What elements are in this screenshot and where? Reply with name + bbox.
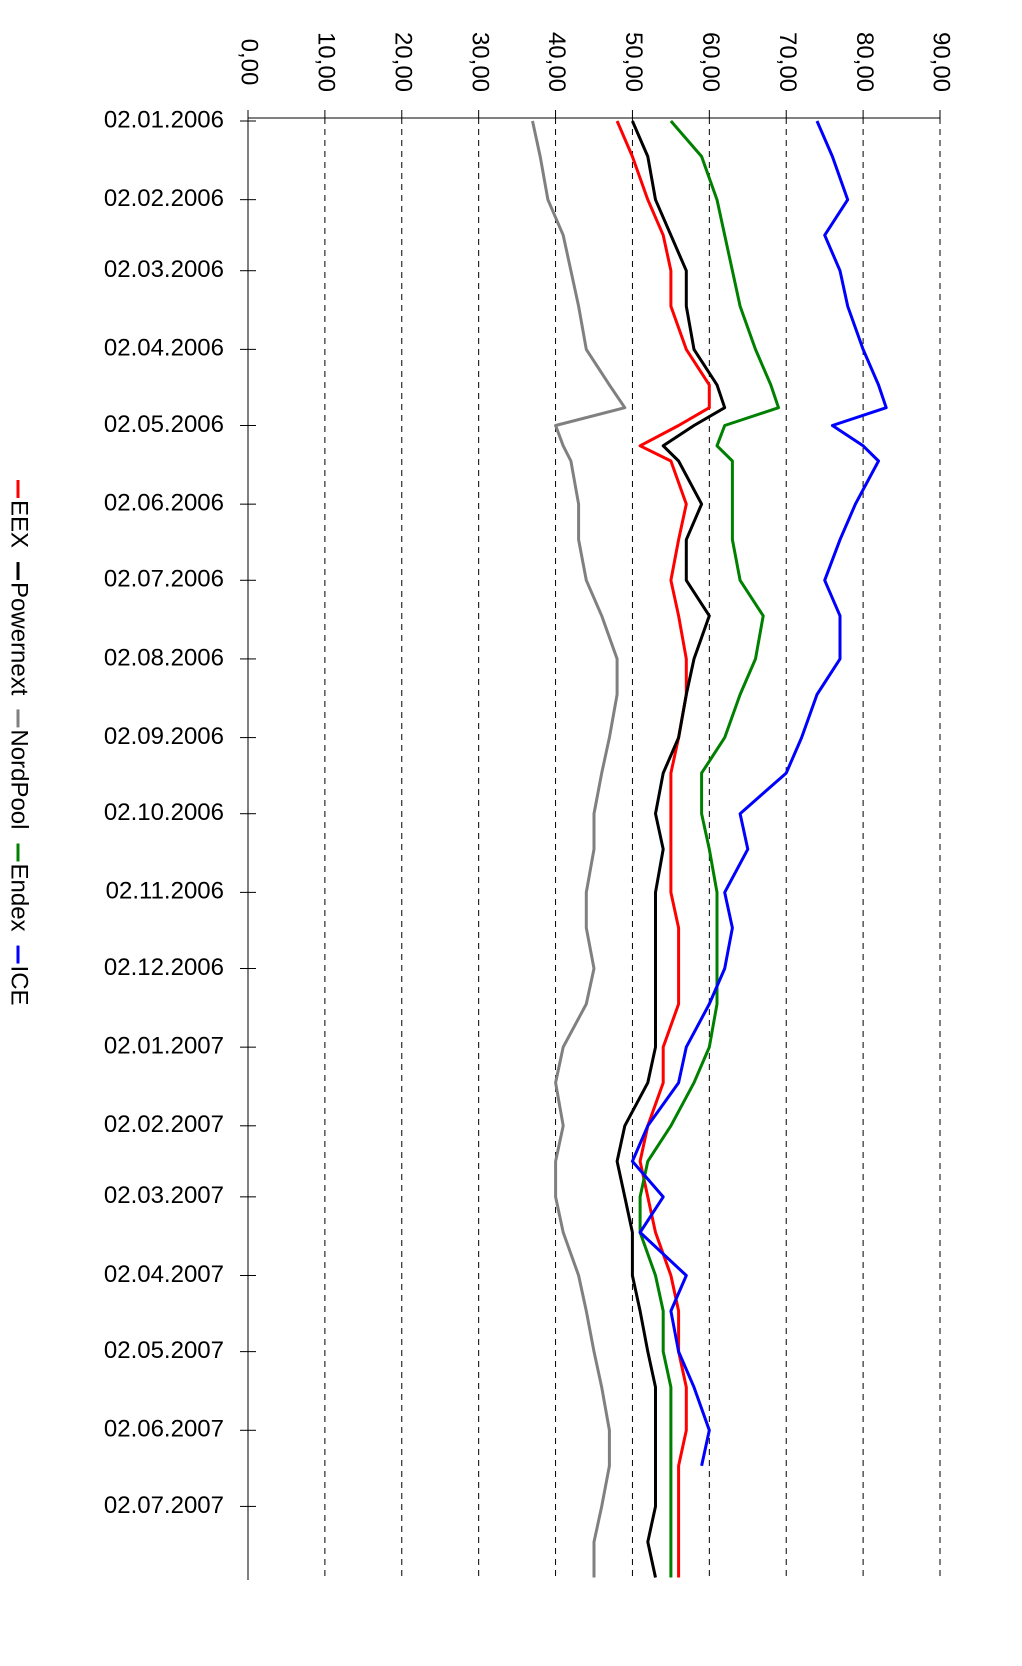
x-tick-label: 02.05.2007 — [104, 1337, 224, 1364]
legend-label: Powernext — [6, 582, 33, 696]
x-tick-label: 02.04.2007 — [104, 1261, 224, 1288]
x-tick-label: 02.05.2006 — [104, 411, 224, 438]
x-tick-label: 02.03.2006 — [104, 256, 224, 283]
y-tick-label: 0,00 — [236, 39, 263, 86]
y-tick-label: 50,00 — [620, 32, 647, 92]
series-line — [615, 120, 727, 1578]
x-tick-label: 02.11.2006 — [106, 878, 224, 905]
legend-label: NordPool — [6, 729, 33, 829]
y-tick-label: 60,00 — [697, 32, 724, 92]
legend-label: Endex — [6, 863, 33, 931]
y-tick-label: 90,00 — [928, 32, 955, 92]
y-tick-label: 20,00 — [389, 32, 416, 92]
legend-label: ICE — [6, 966, 33, 1006]
x-tick-label: 02.01.2006 — [104, 106, 224, 133]
x-tick-label: 02.10.2006 — [104, 799, 224, 826]
y-tick-label: 80,00 — [851, 32, 878, 92]
x-tick-label: 02.09.2006 — [104, 723, 224, 750]
series-line — [531, 120, 627, 1578]
x-tick-label: 02.02.2006 — [104, 185, 224, 212]
y-tick-label: 40,00 — [543, 32, 570, 92]
legend-label: EEX — [6, 500, 33, 548]
x-tick-label: 02.01.2007 — [104, 1032, 224, 1059]
x-tick-label: 02.02.2007 — [104, 1111, 224, 1138]
x-tick-label: 02.07.2007 — [104, 1492, 224, 1519]
x-tick-label: 02.12.2006 — [104, 954, 224, 981]
series-line — [615, 120, 711, 1578]
x-tick-label: 02.07.2006 — [104, 566, 224, 593]
y-tick-label: 70,00 — [774, 32, 801, 92]
x-tick-label: 02.08.2006 — [104, 644, 224, 671]
x-tick-label: 02.06.2007 — [104, 1416, 224, 1443]
x-tick-label: 02.06.2006 — [104, 489, 224, 516]
series-line — [638, 120, 780, 1578]
y-tick-label: 30,00 — [466, 32, 493, 92]
y-tick-label: 10,00 — [313, 32, 340, 92]
legend: EEX Powernext NordPool Endex ICE — [6, 480, 33, 1006]
series-line — [630, 120, 888, 1467]
x-tick-label: 02.04.2006 — [104, 335, 224, 362]
x-tick-label: 02.03.2007 — [104, 1182, 224, 1209]
